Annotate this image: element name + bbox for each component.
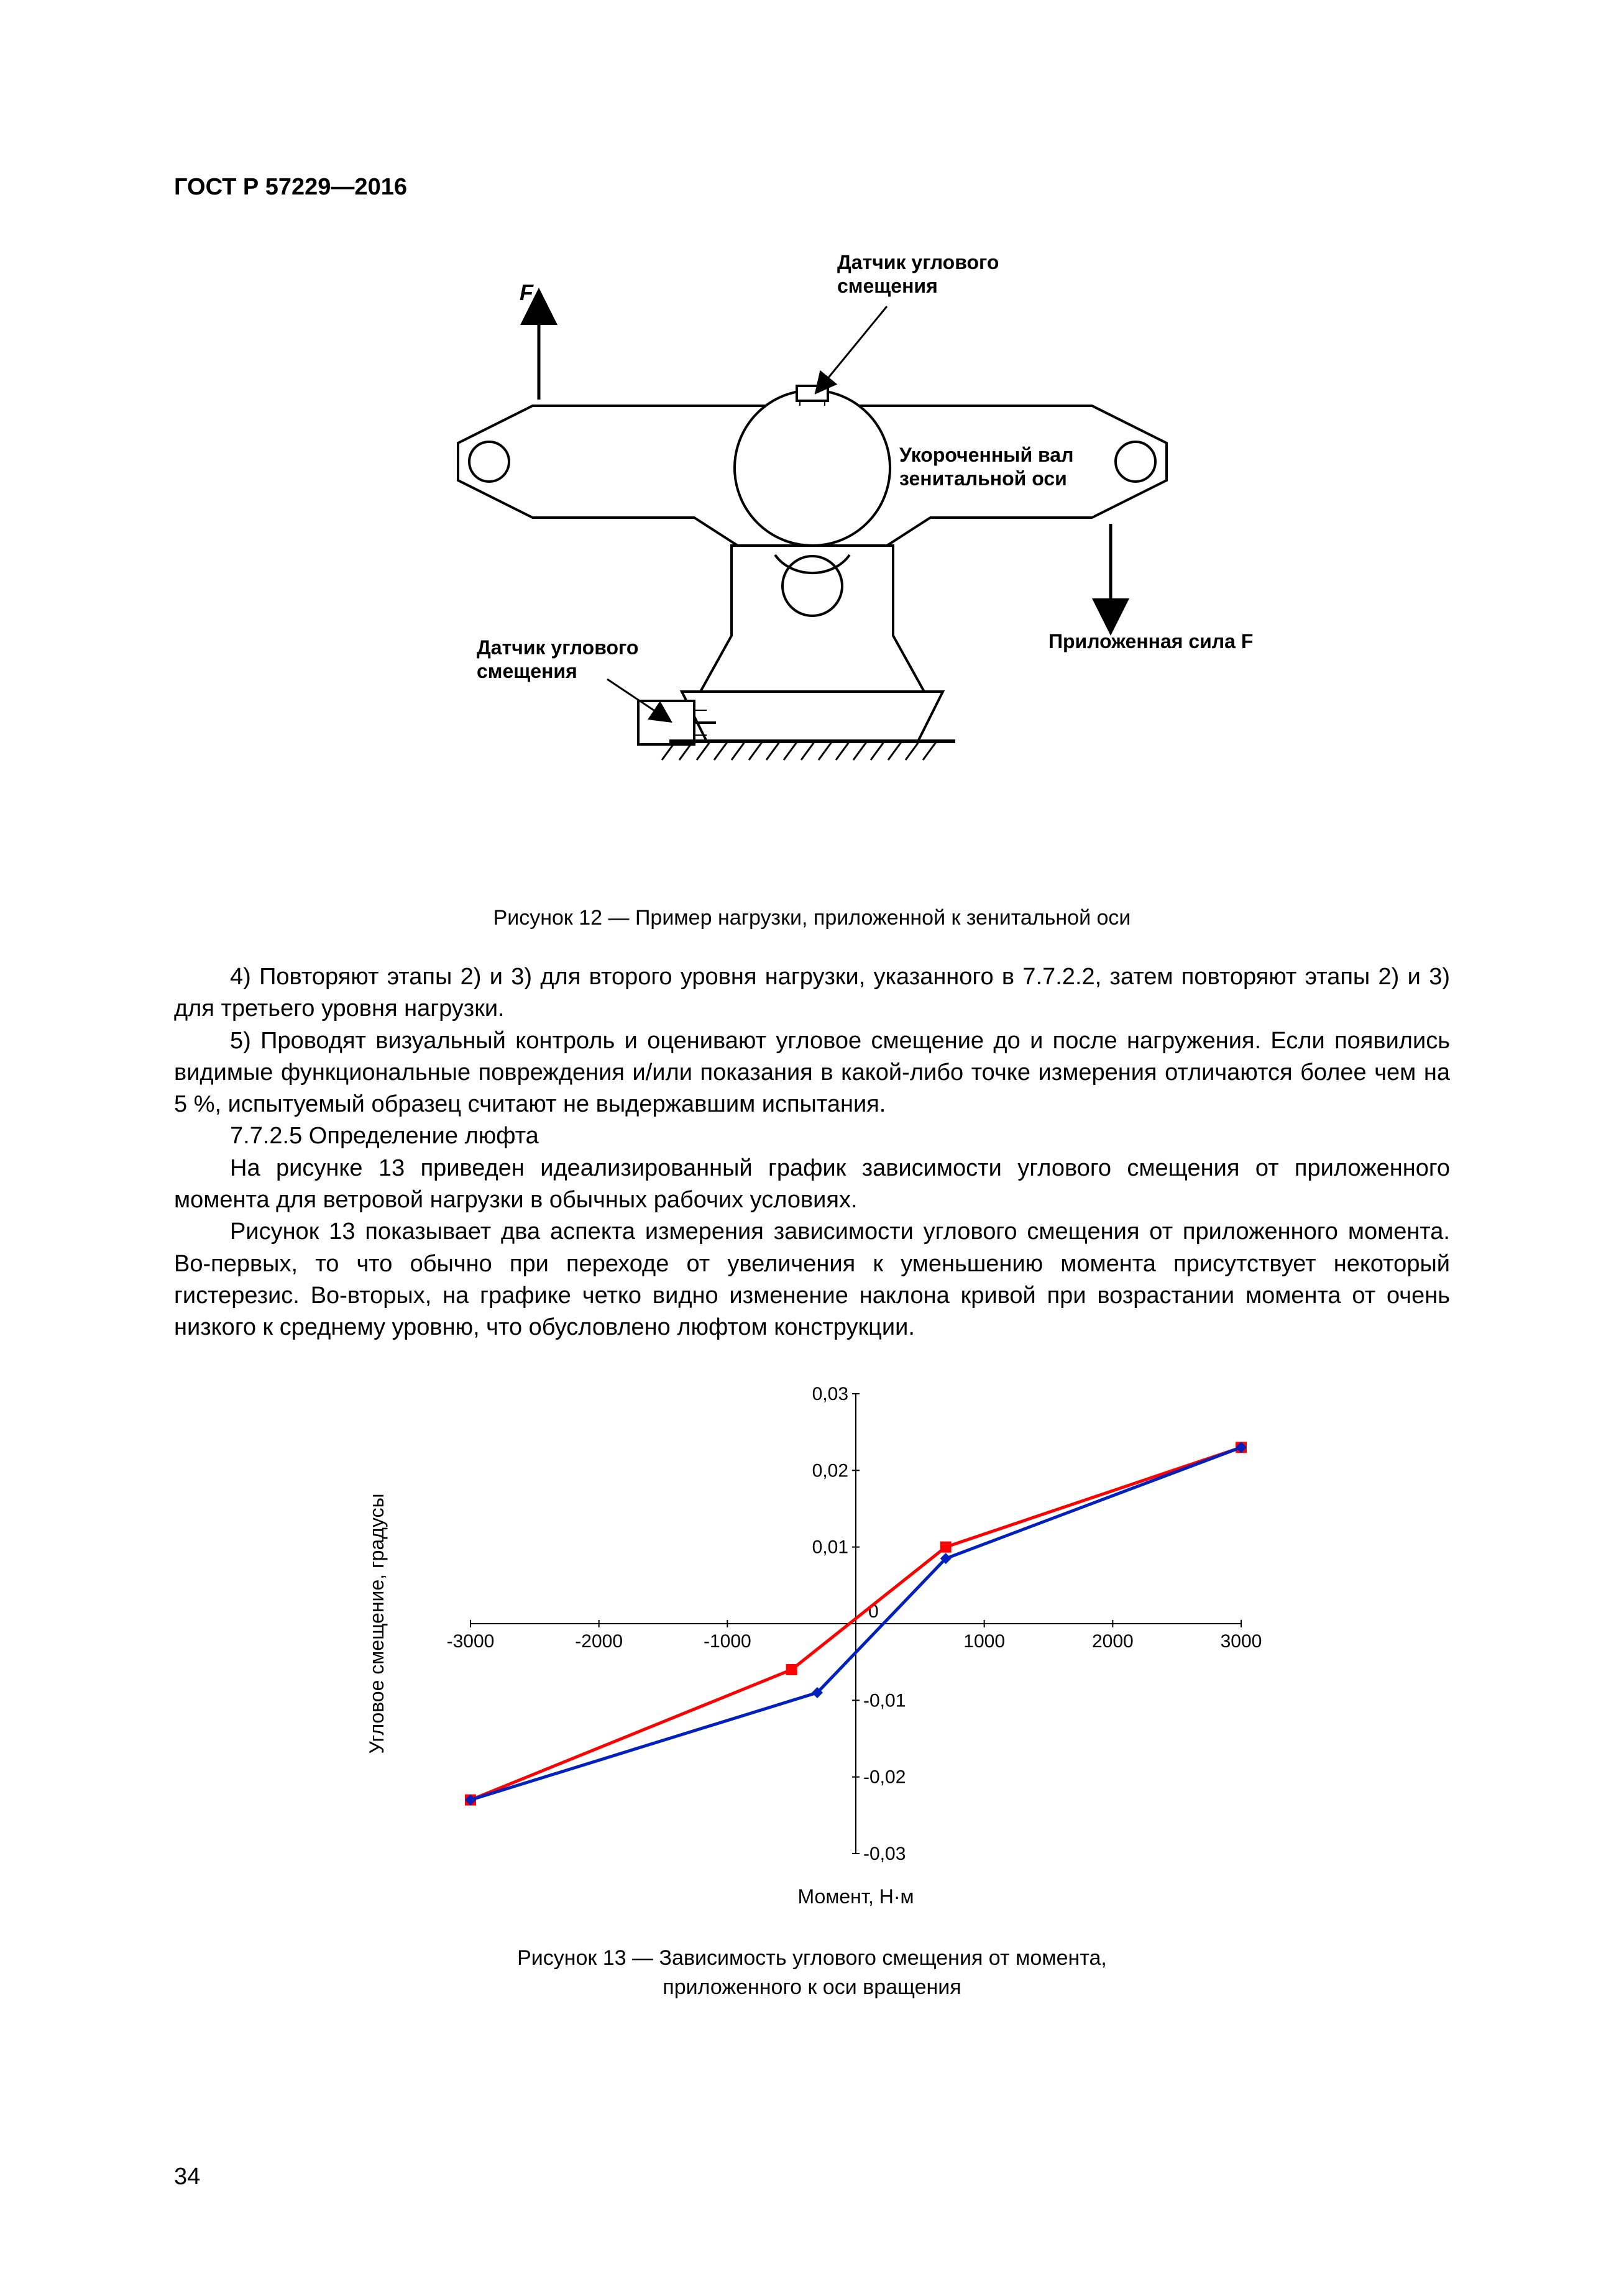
svg-text:-3000: -3000 [446,1631,494,1652]
svg-text:F: F [520,280,534,305]
svg-text:Момент, Н·м: Момент, Н·м [797,1885,914,1908]
document-header: ГОСТ Р 57229—2016 [174,174,1450,201]
paragraph-4: 4) Повторяют этапы 2) и 3) для второго у… [174,961,1450,1025]
heading-7-7-2-5: 7.7.2.5 Определение люфта [174,1120,1450,1152]
body-text: 4) Повторяют этапы 2) и 3) для второго у… [174,961,1450,1344]
svg-text:смещения: смещения [477,660,577,682]
svg-text:0,01: 0,01 [812,1537,848,1557]
paragraph-7: Рисунок 13 показывает два аспекта измере… [174,1216,1450,1343]
svg-text:1000: 1000 [963,1631,1005,1652]
figure-13-caption-line1: Рисунок 13 — Зависимость углового смещен… [517,1946,1107,1970]
figure-13-caption: Рисунок 13 — Зависимость углового смещен… [174,1944,1450,2003]
figure-13-svg: -3000 -2000 -1000 1000 2000 3000 -0,03 -0,02 -0,… [346,1369,1278,1928]
svg-text:2000: 2000 [1091,1631,1133,1652]
paragraph-6: На рисунке 13 приведен идеализированный … [174,1153,1450,1217]
svg-text:-0,02: -0,02 [863,1767,906,1787]
svg-text:0,02: 0,02 [812,1460,848,1481]
svg-text:смещения: смещения [837,275,938,297]
svg-text:Приложенная сила F: Приложенная сила F [1048,630,1253,652]
document-page: ГОСТ Р 57229—2016 Датчик угловогосмещени… [0,0,1624,2296]
figure-13: -3000 -2000 -1000 1000 2000 3000 -0,03 -0,02 -0,… [346,1369,1278,1931]
figure-12-caption: Рисунок 12 — Пример нагрузки, приложенно… [174,906,1450,930]
svg-text:Датчик углового: Датчик углового [837,251,999,273]
paragraph-5: 5) Проводят визуальный контроль и оценив… [174,1025,1450,1121]
svg-text:Угловое смещение, градусы: Угловое смещение, градусы [365,1493,388,1754]
svg-text:зенитальной оси: зенитальной оси [899,467,1067,490]
page-number: 34 [174,2164,200,2190]
svg-text:Датчик углового: Датчик углового [477,636,638,659]
figure-12: Датчик угловогосмещенияFУкороченный валз… [346,232,1278,887]
figure-12-svg: Датчик угловогосмещенияFУкороченный валз… [346,232,1278,884]
svg-text:0,03: 0,03 [812,1384,848,1404]
svg-text:-2000: -2000 [575,1631,623,1652]
svg-text:Укороченный вал: Укороченный вал [899,444,1073,466]
svg-text:-0,01: -0,01 [863,1690,906,1711]
svg-text:-0,03: -0,03 [863,1844,906,1864]
figure-13-caption-line2: приложенного к оси вращения [663,1975,961,1999]
svg-text:3000: 3000 [1220,1631,1262,1652]
svg-text:-1000: -1000 [703,1631,751,1652]
